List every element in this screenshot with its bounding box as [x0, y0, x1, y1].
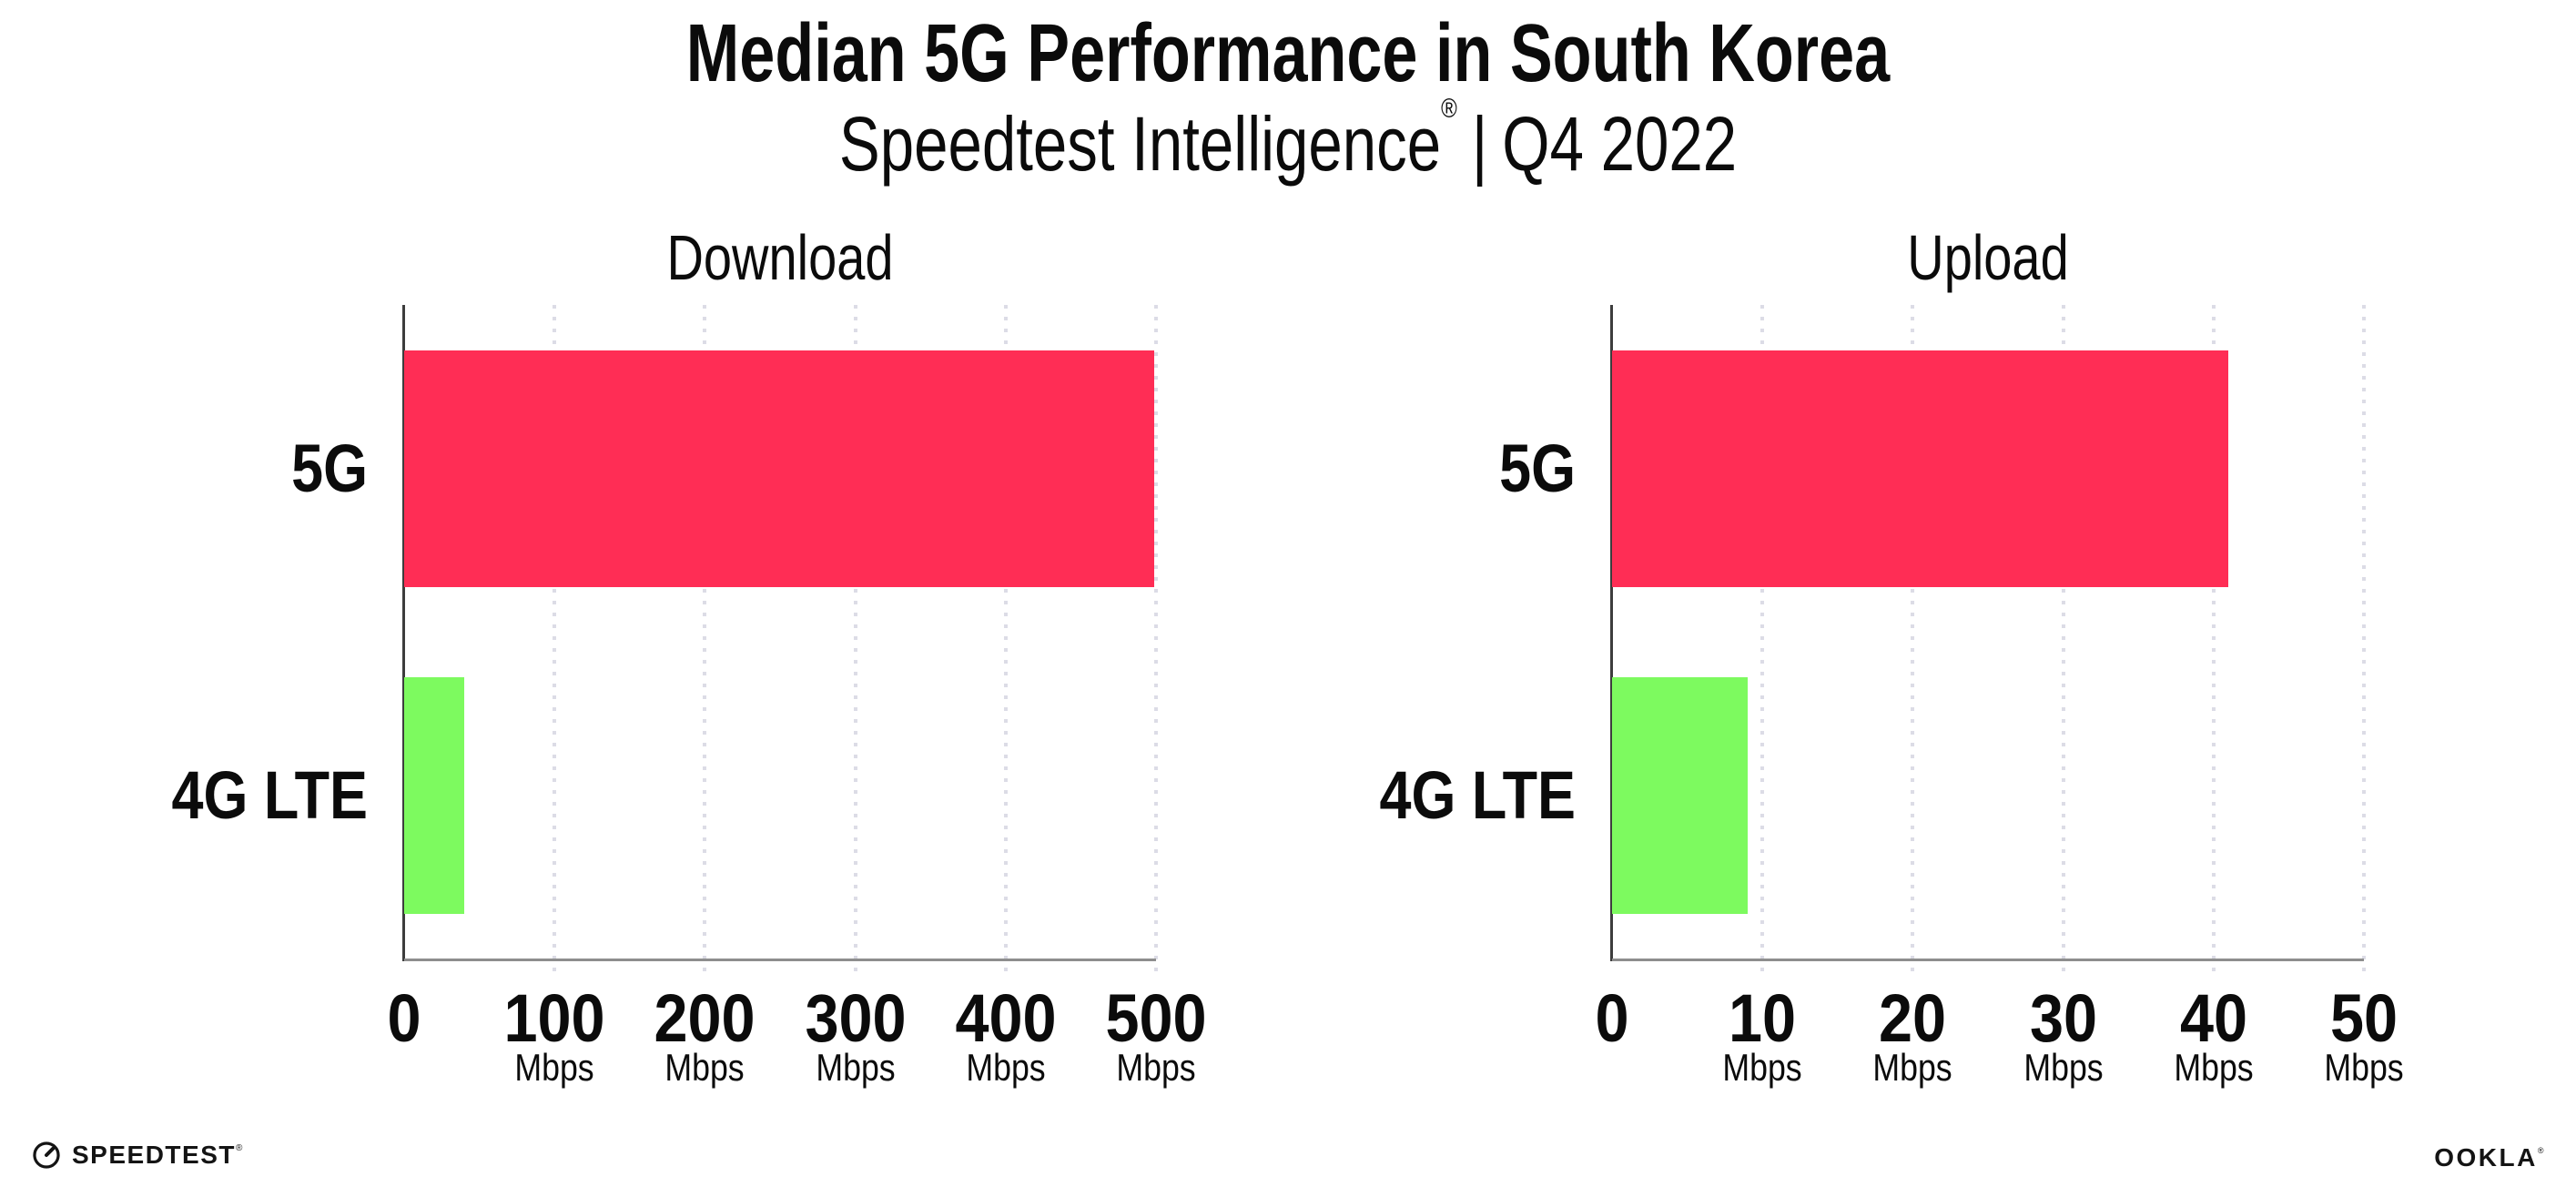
x-tick-label: 20 — [1879, 980, 1947, 1056]
category-label-4g-lte: 4G LTE — [1379, 756, 1576, 833]
x-tick-unit: Mbps — [2324, 1046, 2404, 1089]
gridline — [853, 305, 857, 979]
speedtest-logo: SPEEDTEST® — [31, 1140, 244, 1171]
x-tick-label: 500 — [1105, 980, 1207, 1056]
x-tick-label: 200 — [654, 980, 756, 1056]
bar-4g-lte — [404, 676, 465, 914]
gridline — [703, 305, 707, 979]
x-tick-label: 0 — [1595, 980, 1629, 1056]
subtitle-brand: Speedtest Intelligence — [838, 101, 1442, 187]
gridline — [2362, 305, 2366, 979]
x-tick-label: 400 — [955, 980, 1057, 1056]
panel-title: Upload — [1907, 222, 2069, 293]
x-tick-label: 0 — [387, 980, 421, 1056]
x-tick-unit: Mbps — [664, 1046, 745, 1089]
x-tick-label: 300 — [805, 980, 907, 1056]
subtitle-divider: | — [1471, 101, 1488, 187]
category-label-5g: 5G — [1499, 430, 1576, 506]
bar-5g — [1612, 350, 2229, 587]
y-axis-spine — [402, 305, 405, 961]
x-tick-unit: Mbps — [1722, 1046, 1802, 1089]
gridline — [1154, 305, 1158, 979]
bar-4g-lte — [1612, 676, 1748, 914]
speedtest-wordmark: SPEEDTEST® — [72, 1141, 244, 1169]
category-label-5g: 5G — [291, 430, 368, 506]
x-tick-unit: Mbps — [1872, 1046, 1953, 1089]
page-title: Median 5G Performance in South Korea — [685, 8, 1891, 99]
speedtest-registered-mark: ® — [235, 1143, 244, 1153]
x-tick-unit: Mbps — [966, 1046, 1046, 1089]
x-tick-unit: Mbps — [1116, 1046, 1196, 1089]
subtitle-quarter: Q4 2022 — [1502, 101, 1738, 187]
page-subtitle: Speedtest Intelligence® | Q4 2022 — [258, 95, 2318, 184]
gridline — [553, 305, 557, 979]
x-tick-label: 50 — [2329, 980, 2399, 1056]
x-tick-unit: Mbps — [514, 1046, 594, 1089]
gridline — [2211, 305, 2216, 979]
gridline — [1003, 305, 1008, 979]
x-tick-label: 40 — [2179, 980, 2247, 1056]
x-axis-line — [1612, 959, 2364, 961]
gridline — [1760, 305, 1765, 979]
category-label-4g-lte: 4G LTE — [171, 756, 368, 833]
gridline — [1911, 305, 1915, 979]
speedtest-gauge-icon — [33, 1141, 60, 1169]
gridline — [2061, 305, 2065, 979]
bar-5g — [404, 350, 1155, 587]
x-tick-unit: Mbps — [2023, 1046, 2104, 1089]
x-tick-label: 100 — [503, 980, 605, 1056]
x-tick-label: 10 — [1729, 980, 1797, 1056]
ookla-registered-mark: ® — [2537, 1146, 2546, 1155]
registered-trademark: ® — [1441, 94, 1457, 124]
ookla-wordmark: OOKLA — [2434, 1143, 2538, 1172]
y-axis-spine — [1610, 305, 1613, 961]
x-tick-unit: Mbps — [2174, 1046, 2254, 1089]
ookla-logo: OOKLA® — [2434, 1145, 2546, 1171]
panel-title: Download — [666, 222, 894, 293]
x-tick-unit: Mbps — [815, 1046, 896, 1089]
x-axis-line — [404, 959, 1156, 961]
x-tick-label: 30 — [2029, 980, 2097, 1056]
